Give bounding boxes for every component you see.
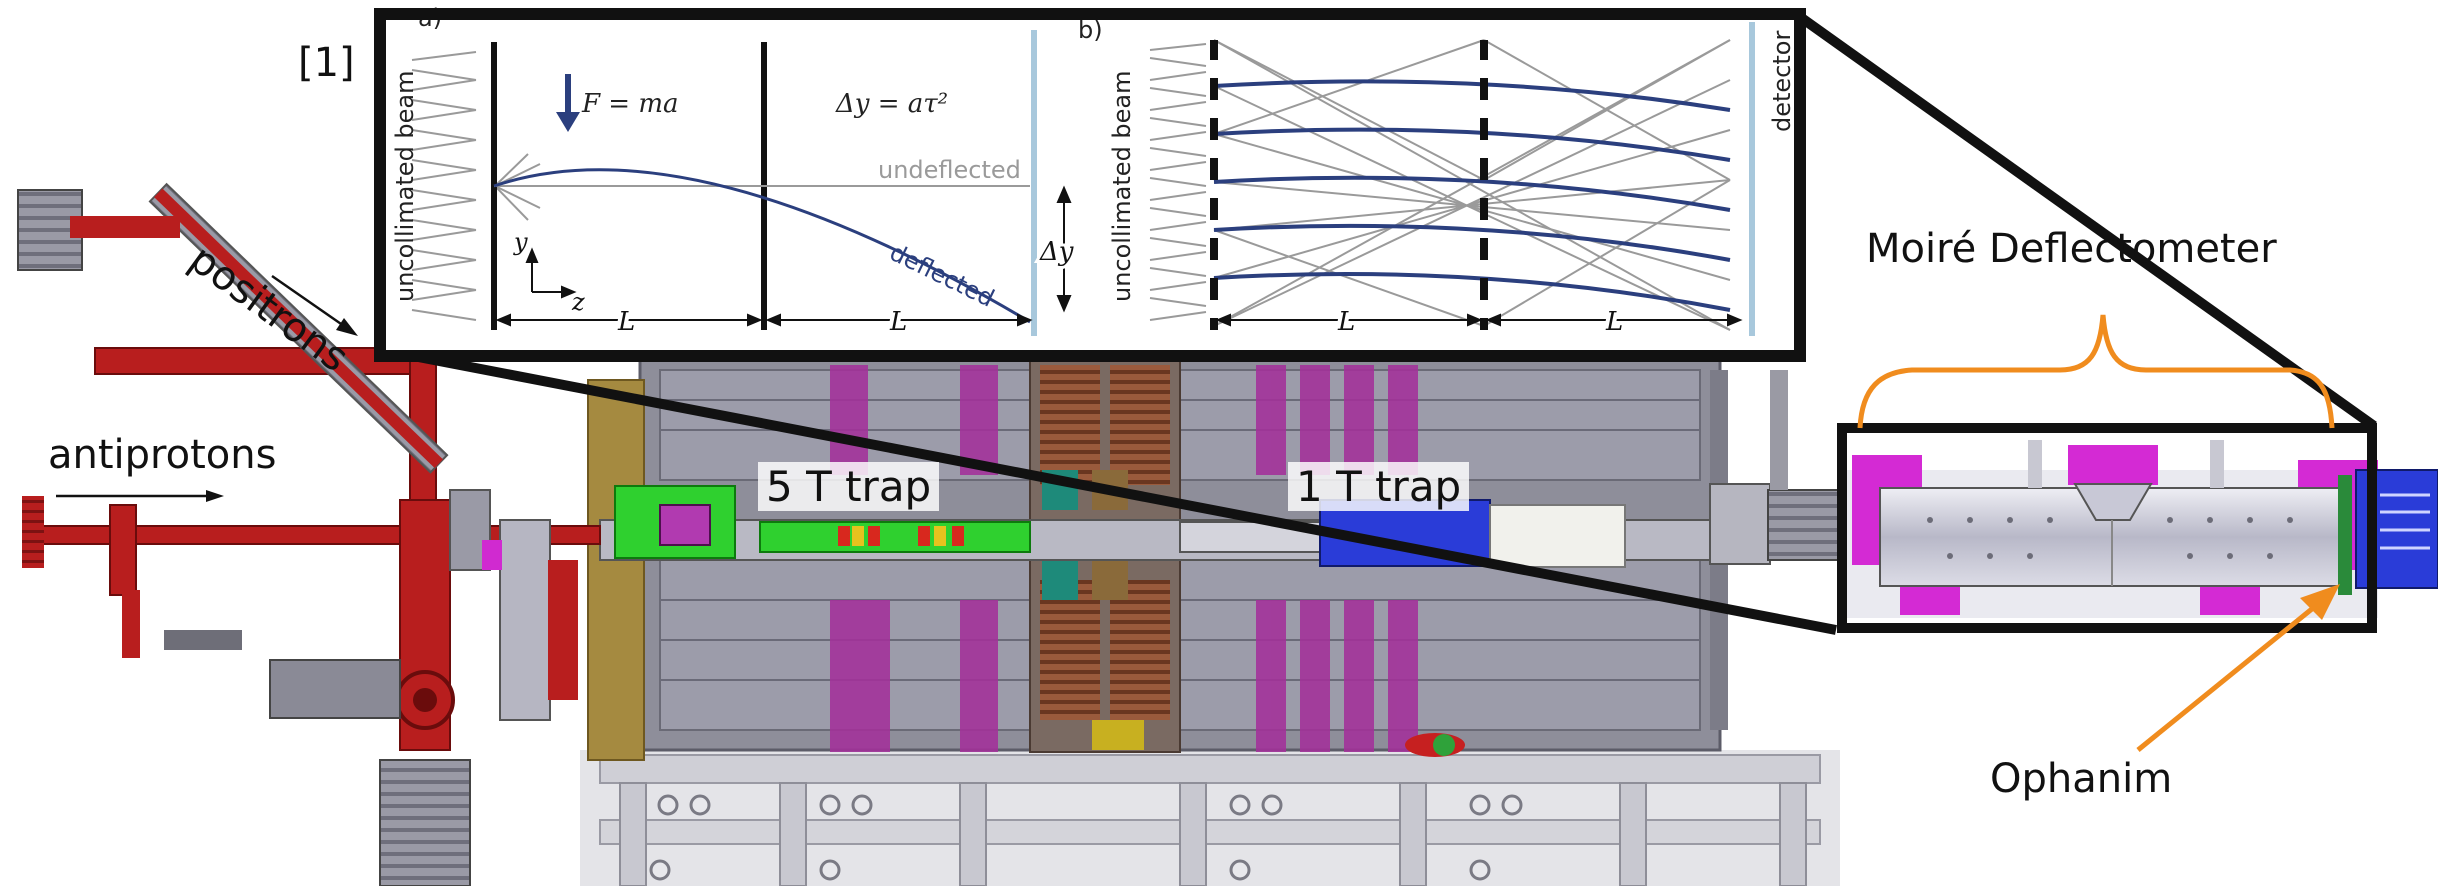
axis-y-label: y	[513, 228, 528, 256]
force-equation: F = ma	[581, 89, 679, 119]
antiproton-arrow	[56, 490, 224, 502]
panel-b-length-1: L	[1337, 307, 1355, 337]
panel-a-length-1: L	[617, 307, 635, 337]
reference-marker: [1]	[298, 40, 355, 86]
moire-brace	[1860, 315, 2332, 428]
deflectometer-chamber	[1770, 370, 2438, 618]
moire-deflectometer-label: Moiré Deflectometer	[1866, 226, 2277, 272]
deflection-equation: Δy = aτ²	[835, 89, 948, 119]
detector-label: detector	[1768, 31, 1796, 132]
panel-a-length-2: L	[889, 307, 907, 337]
panel-b-length-2: L	[1605, 307, 1623, 337]
trap-1t-label: 1 T trap	[1288, 462, 1469, 511]
delta-y-label: Δy	[1039, 237, 1074, 267]
inset-panel: a) uncollimated beam F = ma Δy = aτ² und…	[380, 4, 1800, 356]
panel-b-tag: b)	[1078, 16, 1103, 44]
antiprotons-label: antiprotons	[48, 432, 276, 478]
axis-z-label: z	[571, 288, 585, 316]
trap-5t-label: 5 T trap	[758, 462, 939, 511]
panel-a-beam-label: uncollimated beam	[391, 70, 419, 302]
support-frame	[580, 750, 1840, 886]
panel-b-beam-label: uncollimated beam	[1108, 70, 1136, 302]
ophanim-label: Ophanim	[1990, 756, 2172, 802]
undeflected-label: undeflected	[878, 156, 1021, 184]
